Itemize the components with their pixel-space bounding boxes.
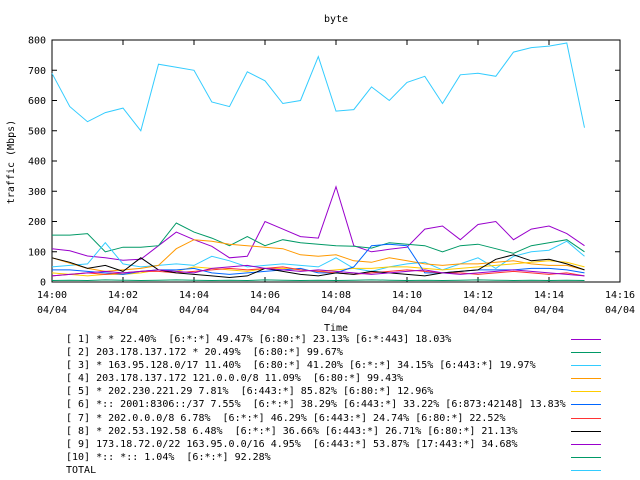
x-tick-time-label: 14:12 (463, 290, 493, 301)
y-tick-label: 800 (28, 36, 46, 47)
legend-item: [ 4] 203.178.137.172 121.0.0.0/8 11.09% … (66, 372, 626, 385)
series-line-8 (51, 254, 585, 279)
series-line-4 (51, 239, 585, 272)
y-tick-label: 600 (28, 96, 46, 107)
chart-title: byte (324, 14, 348, 25)
legend-item: TOTAL (66, 464, 626, 477)
x-tick-time-label: 14:00 (37, 290, 67, 301)
legend-swatch (571, 391, 601, 393)
legend-label: [ 9] 173.18.72.0/22 163.95.0.0/16 4.95% … (66, 438, 518, 450)
x-tick-date-label: 04/04 (534, 305, 564, 316)
legend-swatch (571, 404, 601, 406)
legend-item: [ 1] * * 22.40% [6:*:*] 49.47% [6:80:*] … (66, 333, 626, 346)
series-lines (51, 42, 585, 282)
x-tick-time-label: 14:10 (392, 290, 422, 301)
legend-item: [ 6] *:: 2001:8306::/37 7.55% [6:*:*] 38… (66, 398, 626, 411)
y-tick-label: 500 (28, 126, 46, 137)
legend-item: [ 8] * 202.53.192.58 6.48% [6:*:*] 36.66… (66, 425, 626, 438)
x-tick-date-label: 04/04 (37, 305, 67, 316)
y-tick-label: 0 (40, 278, 46, 289)
legend-swatch (571, 456, 601, 458)
x-tick-date-label: 04/04 (392, 305, 422, 316)
legend-item: [ 5] * 202.230.221.29 7.81% [6:443:*] 85… (66, 385, 626, 398)
legend-swatch (571, 365, 601, 367)
legend-item: [ 2] 203.178.137.172 * 20.49% [6:80:*] 9… (66, 346, 626, 359)
legend-item: [10] *:: *:: 1.04% [6:*:*] 92.28% (66, 451, 626, 464)
legend-label: TOTAL (66, 464, 97, 476)
legend-item: [ 3] * 163.95.128.0/17 11.40% [6:80:*] 4… (66, 359, 626, 372)
legend-swatch (571, 352, 601, 354)
legend-label: [ 1] * * 22.40% [6:*:*] 49.47% [6:80:*] … (66, 334, 452, 345)
legend-label: [ 4] 203.178.137.172 121.0.0.0/8 11.09% … (66, 373, 404, 385)
legend-swatch (571, 469, 601, 471)
legend-swatch (571, 339, 601, 340)
legend-label: [ 5] * 202.230.221.29 7.81% [6:443:*] 85… (66, 386, 434, 398)
series-line-1 (51, 185, 585, 261)
x-tick-time-label: 14:14 (534, 290, 564, 301)
y-axis-label: traffic (Mbps) (6, 120, 17, 204)
legend-item: [ 9] 173.18.72.0/22 163.95.0.0/16 4.95% … (66, 438, 626, 451)
y-tick-label: 700 (28, 66, 46, 77)
legend-swatch (571, 443, 601, 445)
series-line-11 (51, 42, 585, 132)
x-tick-date-label: 04/04 (250, 305, 280, 316)
x-tick-date-label: 04/04 (463, 305, 493, 316)
x-tick-date-label: 04/04 (179, 305, 209, 316)
series-line-7 (51, 266, 585, 277)
legend-swatch (571, 430, 601, 432)
y-tick-label: 200 (28, 217, 46, 228)
legend-item: [ 7] * 202.0.0.0/8 6.78% [6:*:*] 46.29% … (66, 412, 626, 425)
x-ticks: 14:00 04/04 14:02 04/04 14:04 04/04 14:06 04/04… (37, 40, 635, 316)
series-line-3 (51, 240, 585, 272)
legend-label: [ 7] * 202.0.0.0/8 6.78% [6:*:*] 46.29% … (66, 412, 506, 424)
legend-label: [ 8] * 202.53.192.58 6.48% [6:*:*] 36.66… (66, 425, 518, 437)
x-tick-time-label: 14:06 (250, 290, 280, 301)
x-tick-date-label: 04/04 (108, 305, 138, 316)
y-tick-label: 100 (28, 247, 46, 258)
x-tick-date-label: 04/04 (321, 305, 351, 316)
x-tick-time-label: 14:16 (605, 290, 635, 301)
y-ticks: 0 100 200 300 400 500 600 700 800 (28, 36, 620, 289)
legend: [ 1] * * 22.40% [6:*:*] 49.47% [6:80:*] … (66, 333, 626, 477)
x-tick-time-label: 14:02 (108, 290, 138, 301)
legend-swatch (571, 417, 601, 419)
legend-label: [ 3] * 163.95.128.0/17 11.40% [6:80:*] 4… (66, 360, 536, 372)
legend-label: [ 6] *:: 2001:8306::/37 7.55% [6:*:*] 38… (66, 399, 566, 411)
legend-label: [ 2] 203.178.137.172 * 20.49% [6:80:*] 9… (66, 347, 343, 359)
y-tick-label: 300 (28, 187, 46, 198)
legend-label: [10] *:: *:: 1.04% [6:*:*] 92.28% (66, 451, 271, 463)
x-tick-time-label: 14:04 (179, 290, 209, 301)
series-line-2 (52, 222, 585, 254)
series-line-9 (51, 264, 585, 277)
series-line-10 (51, 279, 585, 282)
y-tick-label: 400 (28, 157, 46, 168)
x-axis-label: Time (324, 323, 348, 334)
series-line-5 (51, 260, 585, 277)
x-tick-date-label: 04/04 (605, 305, 635, 316)
x-tick-time-label: 14:08 (321, 290, 351, 301)
legend-swatch (571, 378, 601, 380)
